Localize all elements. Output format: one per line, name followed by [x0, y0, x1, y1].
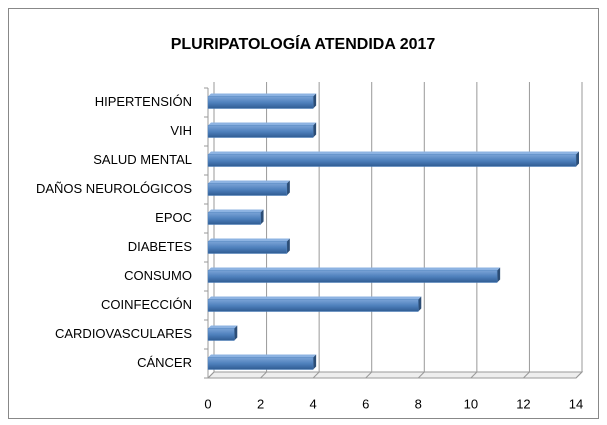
y-tick-label: CÁNCER: [137, 355, 192, 370]
grid-line: [470, 82, 478, 379]
y-tick-label: COINFECCIÓN: [101, 297, 192, 312]
x-tick-label: 0: [204, 396, 211, 411]
bar: [207, 122, 317, 138]
chart-frame: [8, 8, 599, 419]
grid-line: [523, 82, 530, 379]
grid-line: [365, 82, 373, 379]
y-tick-label: DAÑOS NEUROLÓGICOS: [36, 181, 192, 196]
bar: [207, 93, 317, 109]
bar: [207, 354, 317, 370]
grid-line: [575, 82, 583, 379]
y-tick-label: DIABETES: [128, 239, 193, 254]
y-tick-label: SALUD MENTAL: [93, 152, 192, 167]
x-tick-label: 6: [362, 396, 369, 411]
bar: [207, 209, 264, 225]
y-tick-label: HIPERTENSIÓN: [95, 94, 192, 109]
bar: [207, 325, 238, 341]
x-tick-label: 2: [257, 396, 264, 411]
y-tick-label: VIH: [170, 123, 192, 138]
bar: [207, 296, 422, 312]
bar: [207, 238, 290, 254]
bar: [207, 267, 501, 283]
grid-line: [417, 82, 425, 379]
bar: [207, 180, 290, 196]
y-tick-label: CARDIOVASCULARES: [55, 326, 192, 341]
x-tick-label: 10: [464, 396, 478, 411]
y-tick-label: CONSUMO: [124, 268, 192, 283]
grid-line: [260, 82, 268, 379]
grid-line: [312, 82, 320, 379]
x-tick-label: 12: [516, 396, 530, 411]
x-tick-label: 4: [310, 396, 317, 411]
chart-title: PLURIPATOLOGÍA ATENDIDA 2017: [171, 34, 436, 53]
bar: [207, 151, 579, 167]
y-tick-label: EPOC: [155, 210, 192, 225]
grid-line: [207, 82, 215, 379]
x-tick-label: 8: [415, 396, 422, 411]
x-tick-label: 14: [569, 396, 583, 411]
